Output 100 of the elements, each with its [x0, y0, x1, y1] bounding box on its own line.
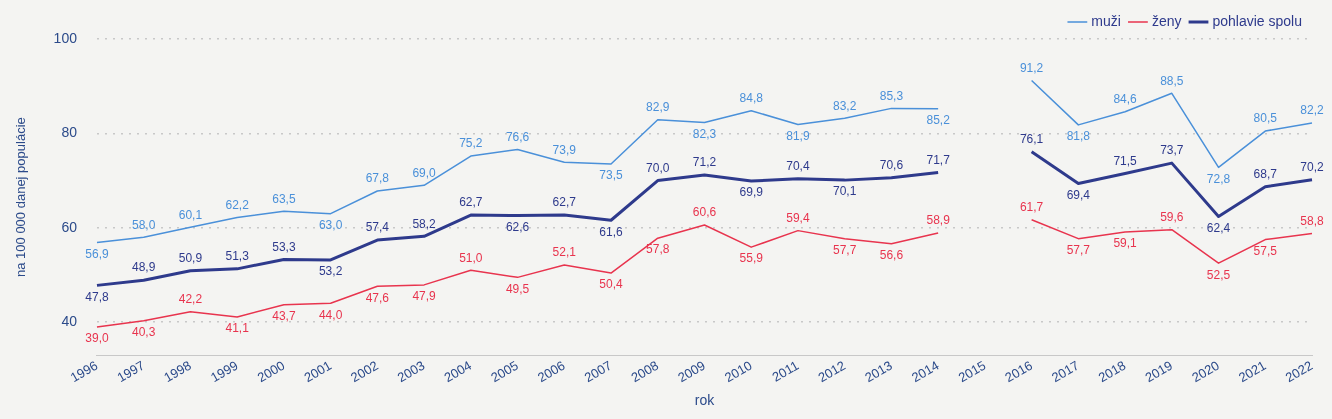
legend-label: muži: [1091, 12, 1121, 29]
data-label: 84,6: [1113, 92, 1138, 106]
data-label: 70,2: [1300, 159, 1324, 174]
data-label: 71,2: [692, 155, 717, 170]
data-label: 60,6: [692, 205, 717, 220]
data-label: 71,5: [1113, 153, 1138, 168]
data-label: 59,6: [1160, 209, 1184, 224]
legend-label: ženy: [1151, 12, 1182, 29]
data-label: 51,0: [459, 250, 483, 265]
data-label: 50,4: [599, 277, 624, 292]
data-label: 49,5: [505, 281, 530, 296]
data-label: 42,2: [178, 292, 203, 307]
data-label: 81,9: [786, 128, 810, 143]
x-axis-title: rok: [694, 392, 716, 409]
data-label: 82,3: [692, 126, 717, 141]
x-tick-label: 2013: [862, 357, 895, 386]
x-tick-label: 2002: [348, 357, 381, 386]
x-tick-label: 2018: [1095, 357, 1129, 386]
data-label: 58,0: [132, 217, 156, 232]
x-tick-label: 1999: [207, 357, 241, 386]
data-label: 59,4: [786, 210, 810, 225]
data-label: 58,8: [1300, 213, 1324, 228]
x-tick-label: 2008: [628, 357, 662, 386]
data-label: 40,3: [132, 325, 156, 340]
data-label: 57,7: [1066, 242, 1091, 257]
data-label: 70,0: [646, 160, 670, 175]
x-tick-label: 2009: [675, 357, 708, 386]
data-label: 85,2: [926, 113, 951, 128]
data-label: 69,0: [412, 165, 437, 180]
data-label: 72,8: [1206, 171, 1231, 186]
data-label: 59,1: [1113, 236, 1138, 251]
data-label: 73,7: [1160, 143, 1184, 158]
x-tick-label: 2021: [1236, 357, 1269, 386]
x-tick-label: 2000: [254, 357, 288, 386]
data-label: 82,2: [1300, 103, 1324, 118]
x-tick-label: 2001: [301, 357, 334, 386]
data-label: 44,0: [318, 307, 343, 322]
data-label: 47,8: [85, 289, 109, 304]
data-label: 76,1: [1019, 132, 1044, 147]
data-label: 47,6: [365, 290, 390, 305]
data-label: 43,7: [272, 309, 296, 324]
data-label: 57,7: [833, 242, 857, 257]
data-label: 39,0: [85, 331, 109, 346]
data-label: 63,5: [272, 191, 296, 206]
x-tick-label: 1997: [114, 357, 147, 386]
data-label: 67,8: [365, 171, 390, 186]
data-label: 83,2: [833, 98, 857, 113]
x-tick-label: 2005: [488, 357, 521, 386]
data-label: 76,6: [505, 129, 530, 144]
data-label: 50,9: [178, 251, 203, 266]
y-tick-label: 80: [61, 124, 78, 141]
data-label: 82,9: [646, 100, 670, 115]
x-tick-label: 2016: [1002, 357, 1035, 386]
y-tick-label: 40: [61, 313, 78, 330]
x-tick-label: 2004: [441, 357, 475, 386]
x-tick-label: 1996: [67, 357, 101, 386]
x-tick-label: 2014: [908, 357, 942, 386]
data-label: 58,2: [412, 216, 437, 231]
data-label: 61,7: [1019, 200, 1044, 215]
data-label: 61,6: [599, 224, 624, 239]
data-label: 73,5: [599, 168, 624, 183]
data-label: 52,5: [1206, 267, 1231, 282]
data-label: 70,4: [786, 159, 810, 174]
data-label: 57,8: [646, 242, 670, 257]
data-label: 52,1: [552, 245, 577, 260]
x-tick-label: 2022: [1282, 357, 1316, 386]
data-label: 69,4: [1066, 187, 1091, 202]
x-tick-label: 2006: [535, 357, 568, 386]
data-label: 62,7: [552, 195, 577, 210]
data-label: 62,4: [1206, 220, 1231, 235]
x-tick-label: 2017: [1049, 357, 1082, 386]
data-label: 81,8: [1066, 129, 1091, 144]
data-label: 41,1: [225, 321, 250, 336]
data-label: 56,6: [879, 248, 904, 263]
data-label: 70,1: [833, 184, 857, 199]
data-label: 71,7: [926, 152, 951, 167]
y-axis-title: na 100 000 danej populácie: [13, 117, 29, 277]
data-label: 73,9: [552, 142, 577, 157]
data-label: 70,6: [879, 158, 904, 173]
data-label: 53,3: [272, 239, 296, 254]
data-label: 58,9: [926, 213, 951, 228]
x-tick-label: 2011: [769, 357, 802, 385]
data-label: 84,8: [739, 91, 764, 106]
data-label: 62,6: [505, 219, 530, 234]
x-tick-label: 2007: [581, 357, 615, 386]
x-tick-label: 1998: [161, 357, 194, 386]
x-tick-label: 2010: [721, 357, 755, 386]
data-label: 63,0: [318, 217, 343, 232]
data-label: 48,9: [132, 260, 156, 275]
data-label: 62,2: [225, 197, 250, 212]
data-label: 47,9: [412, 289, 437, 304]
legend-label: pohlavie spolu: [1212, 12, 1303, 29]
data-label: 80,5: [1253, 111, 1278, 126]
data-label: 51,3: [225, 249, 250, 264]
data-label: 68,7: [1253, 167, 1278, 182]
data-label: 85,3: [879, 88, 904, 103]
data-label: 88,5: [1160, 73, 1184, 88]
x-tick-label: 2019: [1142, 357, 1176, 386]
y-tick-label: 60: [61, 218, 78, 235]
data-label: 91,2: [1019, 60, 1044, 75]
